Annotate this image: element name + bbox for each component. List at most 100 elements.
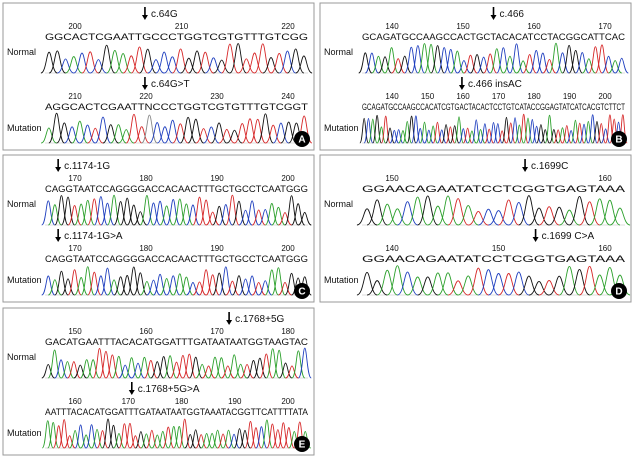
trace-peak xyxy=(92,347,107,379)
trace-peak xyxy=(189,356,203,379)
panel-border xyxy=(319,2,632,151)
trace-peak xyxy=(186,204,200,226)
trace-peak xyxy=(478,269,499,296)
arrow-head xyxy=(532,237,539,242)
trace-peak xyxy=(365,52,379,74)
trace-peak xyxy=(67,205,82,226)
trace-peak xyxy=(258,280,273,296)
trace-peak xyxy=(41,200,56,226)
trace-peak xyxy=(242,118,258,144)
trace-peak xyxy=(589,198,611,226)
trace-peak xyxy=(518,275,540,296)
position-number: 190 xyxy=(210,174,224,183)
trace-peak xyxy=(238,209,253,226)
position-number: 180 xyxy=(175,397,189,406)
trace-peak xyxy=(131,46,148,74)
trace-peak xyxy=(583,120,594,144)
trace-peak xyxy=(582,58,596,74)
trace-peak xyxy=(417,43,432,74)
trace-peak xyxy=(538,280,560,296)
trace-peak xyxy=(120,197,135,226)
trace-peak xyxy=(588,46,603,74)
trace-peak xyxy=(589,274,610,296)
trace-peak xyxy=(497,130,507,144)
trace-peak xyxy=(594,44,610,74)
annotation: c.466 insAC xyxy=(468,79,522,90)
position-number: 170 xyxy=(598,22,612,31)
trace-peak xyxy=(172,198,187,226)
trace-peak xyxy=(291,350,306,379)
trace-peak xyxy=(188,50,206,74)
trace-peak xyxy=(427,205,449,226)
trace-peak xyxy=(137,356,152,379)
row-label: Mutation xyxy=(324,123,359,133)
trace-peak xyxy=(182,353,197,379)
trace-peak xyxy=(179,203,194,226)
annotation: c.1174-1G>A xyxy=(64,231,123,242)
position-number: 190 xyxy=(228,397,242,406)
trace-peak xyxy=(484,128,494,144)
trace-peak xyxy=(80,199,95,226)
trace-peak xyxy=(124,422,136,449)
trace-peak xyxy=(501,116,512,144)
row-label: Mutation xyxy=(7,123,42,133)
trace-peak xyxy=(125,113,143,144)
trace-peak xyxy=(147,59,165,74)
trace-peak xyxy=(531,125,542,144)
trace-peak xyxy=(63,435,76,449)
trace-peak xyxy=(287,48,305,74)
position-number: 200 xyxy=(281,174,295,183)
trace-peak xyxy=(251,281,266,296)
position-number: 190 xyxy=(563,92,577,101)
trace-peak xyxy=(528,207,550,226)
trace-peak xyxy=(79,124,96,144)
arrow-head xyxy=(490,15,497,20)
trace-peak xyxy=(246,52,263,74)
trace-peak xyxy=(155,51,173,74)
trace-peak xyxy=(528,280,550,296)
trace-peak xyxy=(548,42,563,74)
trace-peak xyxy=(489,48,504,74)
trace-peak xyxy=(86,359,100,379)
position-number: 150 xyxy=(456,22,470,31)
trace-peak xyxy=(516,60,530,74)
trace-peak xyxy=(284,195,299,226)
panel-letter-badge xyxy=(294,283,310,299)
position-number: 140 xyxy=(385,92,399,101)
trace-peak xyxy=(225,194,240,226)
trace-peak xyxy=(599,199,621,226)
trace-peak xyxy=(57,58,74,74)
sequence: CAGGTAATCCAGGGGACCACAACTTTGCTGCCTCAATGGG xyxy=(45,254,308,264)
arrow-head xyxy=(55,167,62,172)
trace-peak xyxy=(192,196,207,226)
trace-peak xyxy=(91,428,103,449)
panel-letter: D xyxy=(615,287,622,298)
trace-peak xyxy=(391,58,405,74)
position-number: 170 xyxy=(122,397,136,406)
trace-peak xyxy=(240,363,254,379)
trace-peak xyxy=(118,364,132,379)
trace-peak xyxy=(587,114,598,144)
position-number: 200 xyxy=(281,397,295,406)
trace-peak xyxy=(397,55,412,74)
trace-peak xyxy=(40,127,57,144)
trace-peak xyxy=(133,126,150,144)
trace-peak xyxy=(518,195,540,226)
position-number: 180 xyxy=(281,327,295,336)
trace-peak xyxy=(122,55,140,74)
trace-peak xyxy=(415,127,425,144)
trace-peak xyxy=(221,43,239,74)
annotation: c.466 xyxy=(500,9,525,20)
trace-peak xyxy=(262,57,280,74)
annotation: c.1699C xyxy=(531,161,568,172)
trace-peak xyxy=(87,271,102,296)
trace-peak xyxy=(90,59,107,74)
trace-peak xyxy=(407,196,428,226)
trace-peak xyxy=(570,119,581,144)
trace-peak xyxy=(187,118,204,144)
position-number: 160 xyxy=(139,327,153,336)
trace-peak xyxy=(87,127,104,144)
trace-peak xyxy=(48,50,66,74)
annotation: c.1699 C>A xyxy=(542,231,595,242)
